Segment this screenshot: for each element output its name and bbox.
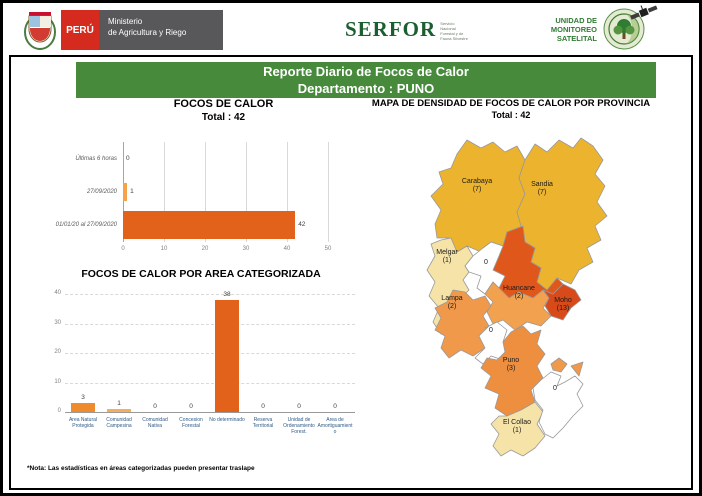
chart1-row: Últimas 6 horas 0 [75,142,328,175]
chart2-bar-slot: 3 [65,294,101,412]
province-huancane [484,281,552,331]
map-title-block: MAPA DE DENSIDAD DE FOCOS DE CALOR POR P… [351,98,671,122]
chart2-bar-slot: 0 [297,403,301,410]
province-el-collao [490,401,546,457]
chart1-title: FOCOS DE CALOR [173,98,274,110]
map-subtitle: Total : 42 [491,110,531,121]
chart1-category-label: 27/09/2020 [86,188,117,195]
ministry-line1: Ministerio [108,17,143,26]
province-yunguyo-islet [570,361,584,377]
chart1-category-label: Últimas 6 horas [75,155,117,162]
chart1-subtitle: Total : 42 [201,111,246,123]
report-title-line1: Reporte Diario de Focos de Calor [263,64,469,79]
peru-coat-of-arms-icon [24,12,56,50]
ministry-wordmark: Ministerio de Agricultura y Riego [99,10,223,50]
chart1-row: 01/01/20 al 27/09/2020 42 [56,208,328,241]
map-label-lampa: Lampa (2) [441,295,463,311]
province-lampa [434,289,492,359]
monitoring-unit-globe-icon [603,8,645,50]
chart2-bar-slot: 0 [261,403,265,410]
monitoring-unit-label: UNIDAD DE MONITOREO SATELITAL [550,16,597,43]
map-label-san-roman-zero: 0 [489,327,493,334]
map-label-el-collao: El Collao (1) [502,419,531,435]
province-san-roman [474,321,512,365]
chart2-x-axis-labels: Area Natural Protegida Comunidad Campesi… [68,417,353,435]
report-body: Reporte Diario de Focos de Calor Departa… [9,55,693,490]
satellite-icon [630,5,658,20]
chart2-title: FOCOS DE CALOR POR AREA CATEGORIZADA [81,268,321,280]
map-label-huancane: Huancane (2) [503,285,535,301]
chart1-plot: Últimas 6 horas 0 27/09/2020 1 01/01/20 … [56,142,329,242]
footer-note: *Nota: Las estadísticas en áreas categor… [27,465,255,472]
map-label-moho: Moho (13) [554,297,572,313]
map-label-azangaro-zero: 0 [484,259,488,266]
peru-wordmark: PERÚ [61,10,99,50]
report-title-bar: Reporte Diario de Focos de Calor Departa… [76,62,656,98]
chart1-title-block: FOCOS DE CALOR Total : 42 [116,98,331,124]
serfor-subtext: Servicio Nacional Forestal y de Fauna Si… [440,21,468,41]
chart1-row: 27/09/2020 1 [87,175,328,208]
chart1-value-label: 1 [130,188,134,195]
chart1-value-label: 0 [126,155,130,162]
map-label-chucuito-zero: 0 [553,385,557,392]
h-bar [123,210,296,239]
chart1-category-label: 01/01/20 al 27/09/2020 [55,221,117,228]
map-label-puno: Puno (3) [502,357,520,373]
ministry-line2: de Agricultura y Riego [108,27,187,37]
h-bar [123,182,128,201]
chart2-bar-slot: 0 [333,403,337,410]
report-title-line2: Departamento : PUNO [297,81,435,96]
v-bar [215,299,239,412]
v-bar [71,403,95,412]
chart2-bar-slot: 0 [189,403,193,410]
map-title: MAPA DE DENSIDAD DE FOCOS DE CALOR POR P… [371,98,651,109]
chart1-value-label: 42 [298,221,306,228]
chart2-bar-slot: 0 [153,403,157,410]
province-yunguyo [550,357,568,373]
map-label-melgar: Melgar (1) [436,249,458,265]
map-label-sandia: Sandia (7) [531,181,553,197]
puno-province-density-map [426,137,608,457]
serfor-wordmark: SERFOR [345,17,437,41]
v-bar [107,409,131,412]
chart2-plot: 3 1 0 0 38 0 0 0 [65,291,355,413]
chart1-x-axis-ticks: 0 10 20 30 40 50 [121,246,332,252]
peru-label: PERÚ [66,24,94,36]
chart2-bar-slot: 38 [209,291,245,412]
province-moho [542,283,582,321]
serfor-logo: SERFOR Servicio Nacional Forestal y de F… [345,17,468,42]
province-chucuito [532,371,584,439]
map-label-carabaya: Carabaya (7) [461,178,493,194]
chart2-bar-slot: 1 [101,294,137,412]
